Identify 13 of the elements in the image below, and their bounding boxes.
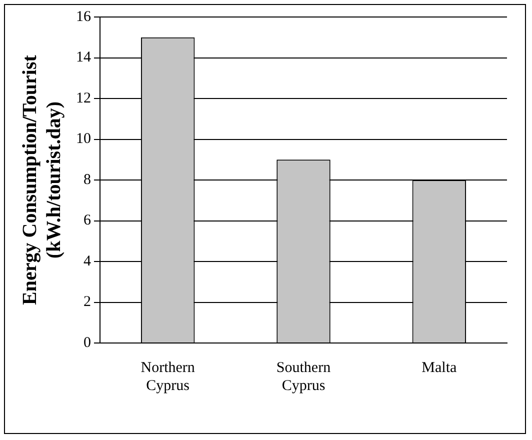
x-tick-label: Southern Cyprus (276, 360, 332, 394)
y-tick-label: 6 (84, 212, 92, 229)
y-tick-label: 2 (84, 294, 91, 310)
y-tick-label: 4 (84, 253, 92, 270)
y-axis-title: Energy Consumption/Tourist (kW.h/tourist.day) (19, 54, 66, 305)
y-tick-label: 8 (84, 172, 91, 188)
x-tick-label: Northern Cyprus (140, 360, 196, 394)
y-tick-label: 16 (76, 8, 92, 25)
x-tick-label: Malta (422, 360, 457, 376)
y-tick-label: 0 (84, 334, 91, 351)
y-tick-label: 14 (76, 50, 92, 66)
y-tick-label: 10 (76, 131, 91, 148)
y-tick-label: 12 (76, 90, 91, 106)
